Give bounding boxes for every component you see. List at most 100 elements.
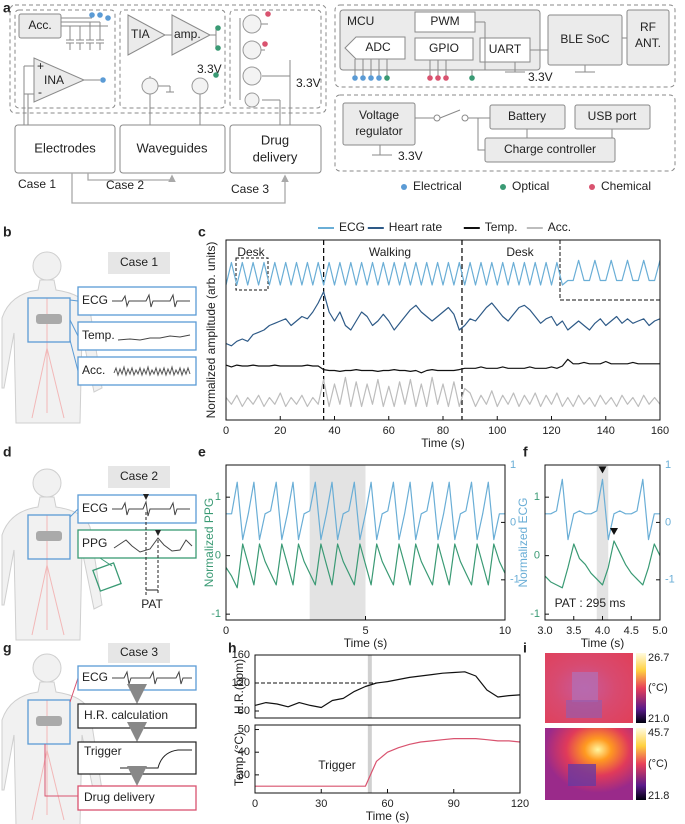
- y2-tick-label: 1: [510, 459, 516, 471]
- y2-tick-label: -1: [510, 574, 520, 586]
- label: Battery: [508, 109, 546, 123]
- label: regulator: [355, 124, 402, 138]
- label: Charge controller: [504, 142, 596, 156]
- x-tick-label: 100: [488, 425, 506, 437]
- x-tick-label: 40: [328, 425, 340, 437]
- label: ECG: [82, 670, 108, 684]
- shape: [235, 257, 269, 291]
- signal-pin: [368, 75, 374, 81]
- shape: [149, 28, 217, 125]
- label: ANT.: [635, 36, 661, 50]
- shape: [117, 334, 191, 341]
- legend-dot: [500, 184, 506, 190]
- shape: [108, 643, 170, 663]
- label: ECG: [82, 501, 108, 515]
- shape: [334, 94, 676, 172]
- label: delivery: [253, 149, 298, 164]
- shape: [242, 40, 262, 60]
- y-axis-label: Normalized amplitude (arb. units): [204, 242, 218, 419]
- y-tick-label: 0: [534, 550, 540, 562]
- label: PWM: [430, 14, 459, 28]
- x-tick-label: 5: [362, 625, 368, 637]
- label: g: [3, 640, 12, 656]
- shape: [120, 749, 192, 769]
- y2-tick-label: 0: [665, 516, 671, 528]
- signal-pin: [469, 75, 475, 81]
- shape: [108, 252, 170, 274]
- label: h: [228, 640, 237, 656]
- shape: [112, 293, 190, 308]
- series-line: [545, 478, 660, 541]
- label: Drug delivery: [84, 790, 155, 804]
- signal-pin: [262, 41, 268, 47]
- x-tick-label: 60: [383, 425, 395, 437]
- shape: [44, 677, 79, 797]
- label: 3.3V: [528, 70, 553, 84]
- label: ADC: [365, 40, 391, 54]
- y-tick-label: 80: [238, 705, 250, 717]
- plot-frame: [225, 239, 661, 421]
- x-tick-label: 4.5: [624, 625, 639, 637]
- label: i: [523, 640, 527, 656]
- label: Electrodes: [34, 140, 96, 155]
- label: INA: [44, 73, 64, 87]
- shape: [572, 672, 598, 702]
- shape: [461, 114, 469, 122]
- shape: [77, 321, 197, 351]
- shape: [119, 9, 226, 109]
- x-tick-label: 3.5: [566, 625, 581, 637]
- plot-frame: [254, 724, 521, 794]
- shape: [99, 557, 113, 567]
- series-line: [225, 259, 661, 286]
- label: b: [3, 224, 12, 240]
- label: ECG: [82, 293, 108, 307]
- signal-pin: [376, 75, 382, 81]
- legend-label: Temp.: [485, 220, 518, 234]
- x-tick-label: 10: [499, 625, 511, 637]
- series-line: [225, 543, 506, 589]
- y-tick-label: -1: [211, 608, 221, 620]
- legend-dot: [401, 184, 407, 190]
- legend-label: Acc.: [548, 220, 571, 234]
- shape: [36, 314, 62, 324]
- shape: [242, 66, 262, 86]
- label: Acc.: [28, 18, 51, 32]
- label: f: [523, 444, 528, 460]
- shape: [112, 670, 192, 685]
- y-axis-label: H.R.(bpm): [232, 659, 246, 714]
- label: USB port: [588, 109, 637, 123]
- label: Case 1: [120, 255, 158, 269]
- signal-pin: [100, 77, 106, 83]
- signal-pin: [435, 75, 441, 81]
- label: 26.7: [648, 652, 669, 664]
- legend-label: Electrical: [413, 179, 462, 193]
- shape: [242, 14, 262, 34]
- shape: [342, 102, 416, 146]
- shape: [636, 653, 646, 723]
- shape: [636, 728, 646, 800]
- shape: [244, 92, 260, 108]
- shape: [158, 85, 174, 93]
- peak-marker: [610, 528, 618, 536]
- shape: [112, 500, 190, 517]
- signal-pin: [105, 15, 111, 21]
- shape: [155, 530, 161, 536]
- signal-pin: [265, 11, 271, 17]
- label: Case 3: [231, 182, 269, 196]
- shape: [113, 365, 191, 377]
- x-tick-label: 0: [223, 425, 229, 437]
- series-line: [225, 376, 661, 408]
- signal-pin: [213, 72, 219, 78]
- signal-pin: [384, 75, 390, 81]
- chart: 0 20 40 60 80 100 120 140 160 Time (s) Normalized …: [204, 220, 669, 450]
- label: 3.3V: [398, 149, 423, 163]
- shape: [14, 124, 116, 174]
- x-tick-label: 30: [315, 798, 327, 810]
- x-tick-label: 0: [223, 625, 229, 637]
- label: -: [38, 85, 42, 99]
- signal-pin: [215, 25, 221, 31]
- shape: [69, 299, 79, 372]
- y-axis-label: Temp.(°C): [232, 732, 246, 786]
- y2-tick-label: 0: [510, 516, 516, 528]
